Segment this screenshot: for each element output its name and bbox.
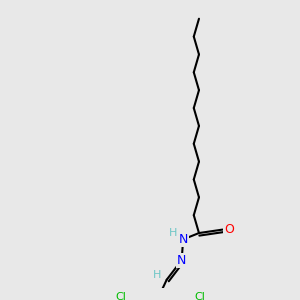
- Text: O: O: [224, 223, 234, 236]
- Text: N: N: [177, 254, 186, 267]
- Text: N: N: [178, 233, 188, 246]
- Text: Cl: Cl: [115, 292, 126, 300]
- Text: H: H: [169, 228, 177, 238]
- Text: Cl: Cl: [195, 292, 206, 300]
- Text: H: H: [152, 270, 161, 280]
